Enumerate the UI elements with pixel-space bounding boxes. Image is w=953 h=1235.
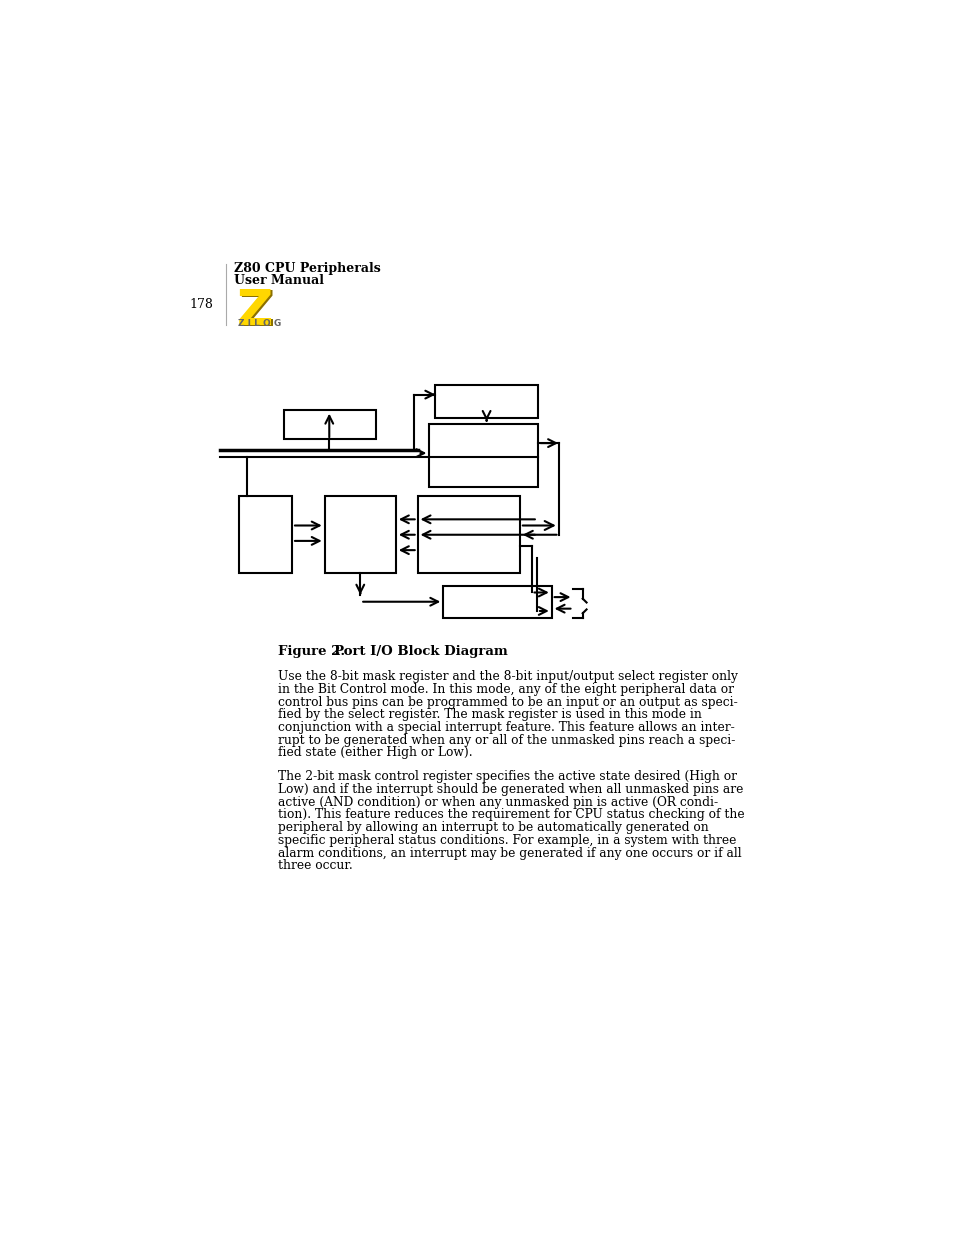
Text: fied state (either High or Low).: fied state (either High or Low). [278, 746, 473, 760]
Text: tion). This feature reduces the requirement for CPU status checking of the: tion). This feature reduces the requirem… [278, 809, 744, 821]
Bar [284, 410, 375, 440]
Text: conjunction with a special interrupt feature. This feature allows an inter-: conjunction with a special interrupt fea… [278, 721, 734, 734]
Text: 178: 178 [189, 299, 213, 311]
Text: Z: Z [238, 288, 274, 336]
Text: Use the 8-bit mask register and the 8-bit input/output select register only: Use the 8-bit mask register and the 8-bi… [278, 671, 738, 683]
Bar [324, 496, 395, 573]
Text: alarm conditions, an interrupt may be generated if any one occurs or if all: alarm conditions, an interrupt may be ge… [278, 846, 741, 860]
Text: fied by the select register. The mask register is used in this mode in: fied by the select register. The mask re… [278, 709, 701, 721]
Text: rupt to be generated when any or all of the unmasked pins reach a speci-: rupt to be generated when any or all of … [278, 734, 735, 747]
Text: Z: Z [236, 287, 273, 335]
Text: control bus pins can be programmed to be an input or an output as speci-: control bus pins can be programmed to be… [278, 695, 737, 709]
Text: specific peripheral status conditions. For example, in a system with three: specific peripheral status conditions. F… [278, 834, 736, 847]
Text: Z80 CPU Peripherals: Z80 CPU Peripherals [233, 262, 380, 275]
Bar [429, 424, 537, 487]
Text: Figure 2.: Figure 2. [278, 645, 345, 658]
Text: Low) and if the interrupt should be generated when all unmasked pins are: Low) and if the interrupt should be gene… [278, 783, 742, 797]
Text: Z I L O G: Z I L O G [237, 319, 281, 329]
Text: Port I/O Block Diagram: Port I/O Block Diagram [311, 645, 508, 658]
Text: The 2-bit mask control register specifies the active state desired (High or: The 2-bit mask control register specifie… [278, 771, 737, 783]
Bar [239, 496, 292, 573]
Bar [435, 385, 537, 417]
Text: in the Bit Control mode. In this mode, any of the eight peripheral data or: in the Bit Control mode. In this mode, a… [278, 683, 734, 697]
Bar [417, 496, 519, 573]
Bar [443, 585, 551, 618]
Text: User Manual: User Manual [233, 274, 324, 287]
Text: peripheral by allowing an interrupt to be automatically generated on: peripheral by allowing an interrupt to b… [278, 821, 708, 834]
Text: active (AND condition) or when any unmasked pin is active (OR condi-: active (AND condition) or when any unmas… [278, 795, 718, 809]
Text: three occur.: three occur. [278, 860, 353, 872]
